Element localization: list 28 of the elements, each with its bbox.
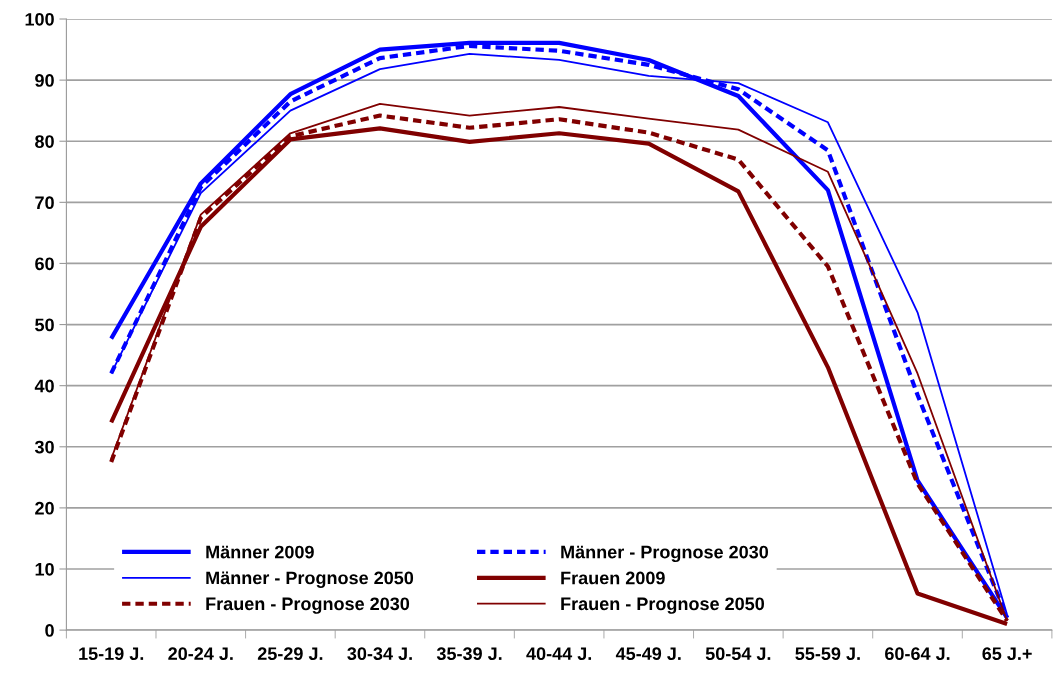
legend-label: Frauen - Prognose 2050 — [561, 597, 765, 614]
x-tick-label: 20-24 J. — [168, 647, 233, 661]
x-tick-label: 60-64 J. — [885, 647, 950, 661]
legend-label: Frauen - Prognose 2030 — [206, 597, 410, 614]
x-tick-label: 15-19 J. — [79, 647, 144, 661]
legend-label: Frauen 2009 — [561, 571, 665, 585]
y-tick-label: 40 — [34, 379, 54, 393]
y-tick-label: 80 — [35, 135, 54, 148]
x-tick-label: 65 J.+ — [982, 647, 1032, 661]
y-tick-label: 30 — [34, 440, 54, 454]
y-tick-label: 50 — [35, 318, 54, 332]
x-tick-label: 50-54 J. — [705, 647, 771, 661]
x-tick-label: 55-59 J. — [795, 647, 860, 661]
y-tick-label: 60 — [35, 257, 54, 271]
y-tick-label: 10 — [35, 562, 54, 576]
legend-label: Männer 2009 — [206, 545, 314, 559]
y-tick-label: 20 — [35, 501, 54, 515]
y-tick-label: 70 — [35, 196, 54, 210]
x-tick-label: 40-44 J. — [526, 647, 592, 661]
x-tick-label: 30-34 J. — [347, 647, 412, 661]
x-tick-label: 25-29 J. — [257, 647, 323, 661]
y-tick-label: 0 — [45, 624, 54, 637]
y-tick-label: 90 — [35, 74, 54, 87]
x-tick-label: 45-49 J. — [615, 647, 681, 661]
legend-label: Männer - Prognose 2050 — [206, 571, 414, 588]
legend-label: Männer - Prognose 2030 — [561, 545, 769, 563]
y-tick-label: 100 — [25, 12, 54, 26]
x-tick-label: 35-39 J. — [436, 647, 502, 661]
